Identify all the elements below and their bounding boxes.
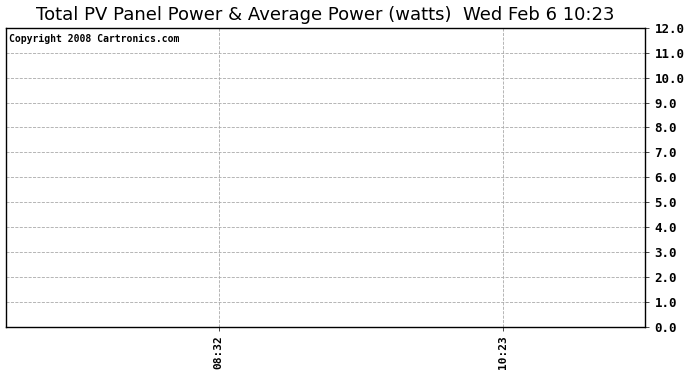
Text: Copyright 2008 Cartronics.com: Copyright 2008 Cartronics.com — [9, 34, 179, 44]
Title: Total PV Panel Power & Average Power (watts)  Wed Feb 6 10:23: Total PV Panel Power & Average Power (wa… — [37, 6, 615, 24]
